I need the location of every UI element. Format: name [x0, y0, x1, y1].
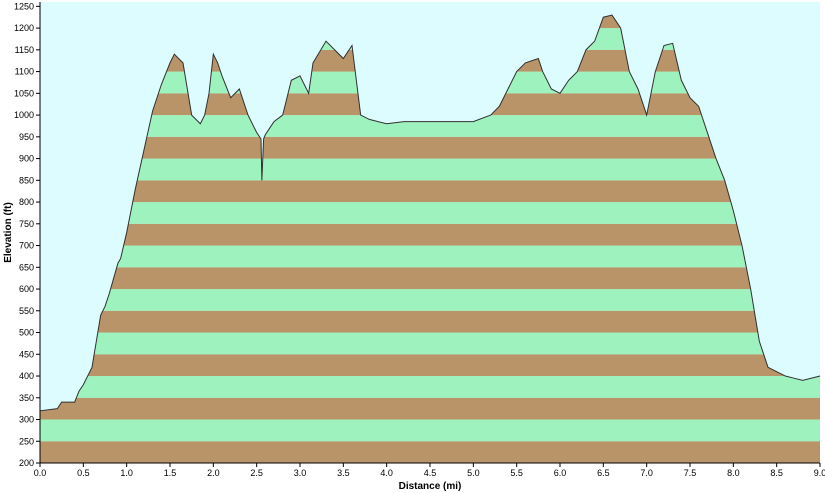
elevation-band [40, 441, 820, 463]
elevation-band [40, 136, 820, 159]
elevation-band [40, 245, 820, 268]
x-tick-label: 1.0 [120, 468, 133, 478]
elevation-band [40, 223, 820, 246]
y-tick-label: 300 [19, 415, 34, 425]
y-tick-label: 350 [19, 393, 34, 403]
y-tick-label: 1200 [14, 23, 34, 33]
x-axis-title: Distance (mi) [399, 481, 462, 492]
x-tick-label: 2.0 [207, 468, 220, 478]
x-tick-label: 1.5 [164, 468, 177, 478]
y-tick-label: 650 [19, 262, 34, 272]
y-tick-label: 1050 [14, 88, 34, 98]
x-tick-label: 7.0 [640, 468, 653, 478]
y-tick-label: 550 [19, 306, 34, 316]
x-tick-label: 5.0 [467, 468, 480, 478]
y-tick-label: 200 [19, 458, 34, 468]
x-tick-label: 4.0 [380, 468, 393, 478]
x-tick-label: 5.5 [510, 468, 523, 478]
x-tick-label: 4.5 [424, 468, 437, 478]
elevation-band [40, 332, 820, 355]
y-tick-label: 950 [19, 132, 34, 142]
y-tick-label: 800 [19, 197, 34, 207]
y-tick-label: 1000 [14, 110, 34, 120]
x-tick-label: 3.5 [337, 468, 350, 478]
y-tick-label: 500 [19, 328, 34, 338]
y-tick-label: 250 [19, 436, 34, 446]
y-tick-label: 1100 [15, 67, 34, 77]
y-tick-label: 850 [19, 175, 34, 185]
y-tick-label: 900 [19, 154, 34, 164]
x-tick-label: 8.5 [770, 468, 783, 478]
y-tick-label: 600 [19, 284, 34, 294]
x-tick-label: 6.0 [554, 468, 567, 478]
y-tick-label: 700 [19, 241, 34, 251]
elevation-band [40, 180, 820, 203]
x-tick-label: 6.5 [597, 468, 610, 478]
plot-area [39, 2, 821, 463]
y-axis-title: Elevation (ft) [3, 202, 14, 263]
y-tick-label: 400 [19, 371, 34, 381]
elevation-band [40, 158, 820, 181]
elevation-band [40, 419, 820, 442]
elevation-band [40, 354, 820, 377]
axes: 200 250 300 350 400 450 500 550 600 650 700 750 800 8… [14, 1, 825, 478]
elevation-band [40, 289, 820, 311]
elevation-band [40, 397, 820, 420]
x-tick-label: 0.0 [34, 468, 47, 478]
y-tick-label: 450 [19, 349, 34, 359]
elevation-band [40, 376, 820, 398]
y-tick-label: 1250 [14, 1, 34, 11]
x-tick-label: 0.5 [77, 468, 90, 478]
elevation-band [40, 310, 820, 333]
x-tick-label: 8.0 [727, 468, 740, 478]
elevation-line [39, 14, 821, 412]
x-tick-label: 7.5 [684, 468, 697, 478]
x-tick-label: 9.0 [814, 468, 825, 478]
x-tick-label: 2.5 [250, 468, 263, 478]
elevation-band [40, 115, 820, 137]
y-tick-label: 1150 [15, 45, 34, 55]
elevation-band [40, 202, 820, 224]
x-tick-label: 3.0 [294, 468, 307, 478]
elevation-band [40, 267, 820, 290]
y-tick-label: 750 [19, 219, 34, 229]
